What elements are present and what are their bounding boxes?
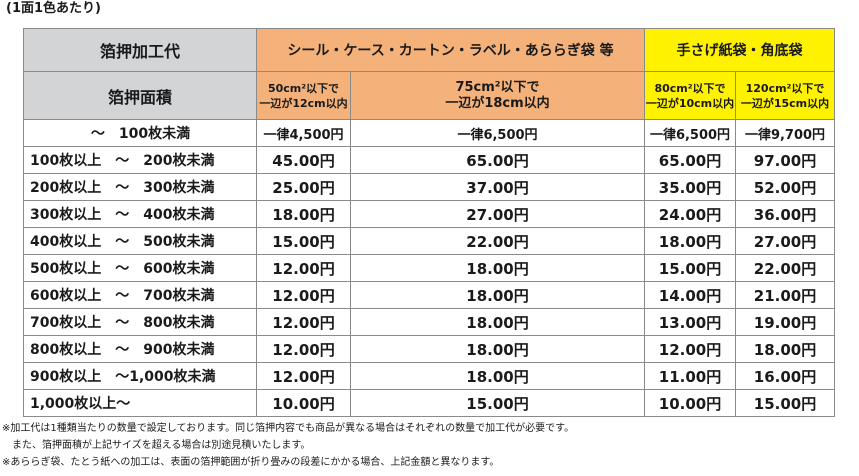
row-range-label: 400枚以上 ～ 500枚未満 bbox=[24, 228, 257, 255]
col1-header-line1: 50cm²以下で bbox=[257, 81, 350, 96]
col4-header: 120cm²以下で 一辺が15cm以内 bbox=[736, 72, 835, 120]
price-cell-col1: 一律4,500円 bbox=[257, 120, 351, 147]
row-range-label: 100枚以上 ～ 200枚未満 bbox=[24, 147, 257, 174]
price-cell-col4: 97.00円 bbox=[736, 147, 835, 174]
note-3: ※あららぎ袋、たとう紙への加工は、表面の箔押範囲が折り畳みの段差にかかる場合、上… bbox=[2, 454, 574, 471]
price-cell-col2: 22.00円 bbox=[351, 228, 645, 255]
row-range-label: 700枚以上 ～ 800枚未満 bbox=[24, 309, 257, 336]
price-cell-col1: 12.00円 bbox=[257, 363, 351, 390]
col2-header-line1: 75cm²以下で bbox=[351, 80, 644, 96]
row-range-label: 900枚以上 ～1,000枚未満 bbox=[24, 363, 257, 390]
seal-group-header: シール・ケース・カートン・ラベル・あららぎ袋 等 bbox=[257, 29, 645, 72]
table-row: ～ 100枚未満一律4,500円一律6,500円一律6,500円一律9,700円 bbox=[24, 120, 835, 147]
note-1: ※加工代は1種類当たりの数量で設定しております。同じ箔押内容でも商品が異なる場合… bbox=[2, 420, 574, 437]
price-cell-col1: 15.00円 bbox=[257, 228, 351, 255]
price-cell-col1: 12.00円 bbox=[257, 282, 351, 309]
price-cell-col1: 18.00円 bbox=[257, 201, 351, 228]
table-row: 500枚以上 ～ 600枚未満12.00円18.00円15.00円22.00円 bbox=[24, 255, 835, 282]
row-range-label: ～ 100枚未満 bbox=[24, 120, 257, 147]
note-2: また、箔押面積が上記サイズを超える場合は別途見積いたします。 bbox=[2, 437, 574, 454]
price-cell-col4: 18.00円 bbox=[736, 336, 835, 363]
price-cell-col1: 12.00円 bbox=[257, 309, 351, 336]
price-cell-col4: 一律9,700円 bbox=[736, 120, 835, 147]
row-range-label: 300枚以上 ～ 400枚未満 bbox=[24, 201, 257, 228]
row-range-label: 800枚以上 ～ 900枚未満 bbox=[24, 336, 257, 363]
col3-header-line2: 一辺が10cm以内 bbox=[645, 96, 735, 111]
price-cell-col2: 18.00円 bbox=[351, 363, 645, 390]
col2-header-line2: 一辺が18cm以内 bbox=[351, 96, 644, 112]
price-cell-col3: 14.00円 bbox=[645, 282, 736, 309]
row-range-label: 500枚以上 ～ 600枚未満 bbox=[24, 255, 257, 282]
col4-header-line1: 120cm²以下で bbox=[736, 81, 834, 96]
processing-fee-header: 箔押加工代 bbox=[24, 29, 257, 72]
price-cell-col4: 21.00円 bbox=[736, 282, 835, 309]
table-row: 300枚以上 ～ 400枚未満18.00円27.00円24.00円36.00円 bbox=[24, 201, 835, 228]
price-cell-col2: 27.00円 bbox=[351, 201, 645, 228]
row-range-label: 1,000枚以上～ bbox=[24, 390, 257, 417]
price-cell-col3: 15.00円 bbox=[645, 255, 736, 282]
price-cell-col3: 一律6,500円 bbox=[645, 120, 736, 147]
price-cell-col2: 18.00円 bbox=[351, 309, 645, 336]
row-range-label: 600枚以上 ～ 700枚未満 bbox=[24, 282, 257, 309]
price-cell-col2: 18.00円 bbox=[351, 255, 645, 282]
price-cell-col4: 36.00円 bbox=[736, 201, 835, 228]
price-cell-col4: 19.00円 bbox=[736, 309, 835, 336]
price-cell-col3: 12.00円 bbox=[645, 336, 736, 363]
price-cell-col4: 22.00円 bbox=[736, 255, 835, 282]
price-cell-col2: 18.00円 bbox=[351, 336, 645, 363]
table-row: 800枚以上 ～ 900枚未満12.00円18.00円12.00円18.00円 bbox=[24, 336, 835, 363]
col3-header-line1: 80cm²以下で bbox=[645, 81, 735, 96]
price-cell-col1: 45.00円 bbox=[257, 147, 351, 174]
price-cell-col4: 52.00円 bbox=[736, 174, 835, 201]
price-cell-col3: 65.00円 bbox=[645, 147, 736, 174]
price-cell-col2: 一律6,500円 bbox=[351, 120, 645, 147]
table-caption: (1面1色あたり) bbox=[6, 0, 101, 18]
price-cell-col1: 10.00円 bbox=[257, 390, 351, 417]
table-row: 900枚以上 ～1,000枚未満12.00円18.00円11.00円16.00円 bbox=[24, 363, 835, 390]
price-cell-col3: 11.00円 bbox=[645, 363, 736, 390]
price-cell-col3: 24.00円 bbox=[645, 201, 736, 228]
col4-header-line2: 一辺が15cm以内 bbox=[736, 96, 834, 111]
price-cell-col3: 35.00円 bbox=[645, 174, 736, 201]
price-cell-col1: 12.00円 bbox=[257, 255, 351, 282]
price-cell-col3: 10.00円 bbox=[645, 390, 736, 417]
price-cell-col3: 13.00円 bbox=[645, 309, 736, 336]
table-row: 400枚以上 ～ 500枚未満15.00円22.00円18.00円27.00円 bbox=[24, 228, 835, 255]
price-cell-col2: 37.00円 bbox=[351, 174, 645, 201]
price-table: 箔押加工代 シール・ケース・カートン・ラベル・あららぎ袋 等 手さげ紙袋・角底袋… bbox=[23, 28, 835, 417]
price-cell-col2: 18.00円 bbox=[351, 282, 645, 309]
table-row: 200枚以上 ～ 300枚未満25.00円37.00円35.00円52.00円 bbox=[24, 174, 835, 201]
table-row: 700枚以上 ～ 800枚未満12.00円18.00円13.00円19.00円 bbox=[24, 309, 835, 336]
col2-header: 75cm²以下で 一辺が18cm以内 bbox=[351, 72, 645, 120]
bag-group-header: 手さげ紙袋・角底袋 bbox=[645, 29, 835, 72]
price-cell-col2: 65.00円 bbox=[351, 147, 645, 174]
price-cell-col3: 18.00円 bbox=[645, 228, 736, 255]
col3-header: 80cm²以下で 一辺が10cm以内 bbox=[645, 72, 736, 120]
col1-header: 50cm²以下で 一辺が12cm以内 bbox=[257, 72, 351, 120]
price-cell-col4: 15.00円 bbox=[736, 390, 835, 417]
table-row: 1,000枚以上～10.00円15.00円10.00円15.00円 bbox=[24, 390, 835, 417]
col1-header-line2: 一辺が12cm以内 bbox=[257, 96, 350, 111]
notes: ※加工代は1種類当たりの数量で設定しております。同じ箔押内容でも商品が異なる場合… bbox=[2, 420, 574, 471]
price-cell-col2: 15.00円 bbox=[351, 390, 645, 417]
price-cell-col4: 27.00円 bbox=[736, 228, 835, 255]
price-cell-col4: 16.00円 bbox=[736, 363, 835, 390]
table-row: 600枚以上 ～ 700枚未満12.00円18.00円14.00円21.00円 bbox=[24, 282, 835, 309]
area-header: 箔押面積 bbox=[24, 72, 257, 120]
price-cell-col1: 25.00円 bbox=[257, 174, 351, 201]
row-range-label: 200枚以上 ～ 300枚未満 bbox=[24, 174, 257, 201]
table-row: 100枚以上 ～ 200枚未満45.00円65.00円65.00円97.00円 bbox=[24, 147, 835, 174]
price-cell-col1: 12.00円 bbox=[257, 336, 351, 363]
